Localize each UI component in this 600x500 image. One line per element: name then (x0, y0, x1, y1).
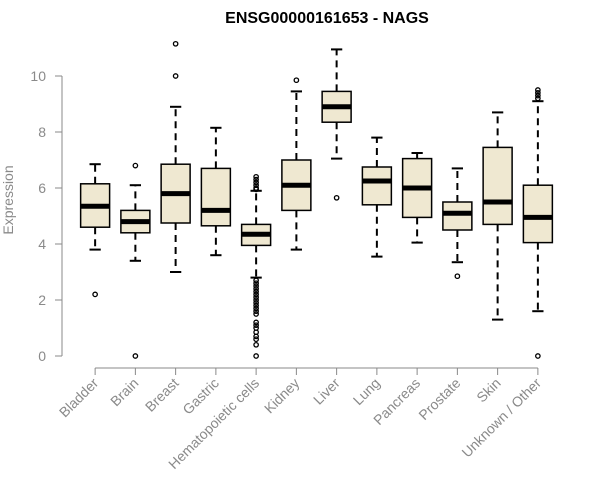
y-axis: 0 2 4 6 8 10 (30, 68, 63, 364)
outlier-point (253, 322, 259, 329)
outlier-point (535, 95, 541, 102)
y-tick-label: 4 (38, 236, 46, 252)
outlier-point (253, 341, 259, 348)
outlier-point (535, 92, 541, 99)
x-tick-label: Prostate (415, 375, 463, 423)
outlier-point (454, 273, 461, 280)
x-tick-label: Lung (350, 375, 383, 408)
iqr-box (200, 167, 232, 227)
outlier-point (253, 319, 259, 326)
y-tick-label: 0 (38, 348, 46, 364)
x-tick-label: Bladder (56, 375, 102, 421)
iqr-box (482, 146, 513, 226)
x-tick-label: Skin (473, 375, 504, 406)
outlier-point (253, 185, 259, 191)
box-kidney (281, 77, 312, 251)
outlier-point (253, 182, 259, 189)
outlier-point (253, 280, 259, 287)
iqr-box (522, 184, 554, 244)
box-brain (120, 162, 151, 359)
x-tick-label: Kidney (261, 375, 303, 417)
outlier-point (253, 308, 259, 315)
outlier-point (253, 179, 259, 186)
outlier-point (253, 353, 259, 359)
outlier-point (172, 73, 179, 79)
box-pancreas (401, 152, 433, 244)
box-unknown-other (522, 87, 554, 359)
outlier-point (333, 194, 340, 201)
outlier-point (253, 311, 259, 317)
outlier-point (132, 162, 139, 169)
box-bladder (79, 163, 111, 298)
outlier-point (253, 325, 259, 331)
outlier-point (253, 277, 259, 284)
box-breast (160, 40, 191, 273)
chart-title: ENSG00000161653 - NAGS (225, 10, 429, 27)
box-skin (482, 111, 513, 321)
outlier-point (253, 176, 259, 183)
outlier-point (253, 291, 259, 298)
box-liver (321, 48, 352, 201)
outlier-point (535, 89, 541, 96)
y-tick-label: 10 (30, 68, 46, 84)
iqr-box (442, 201, 473, 231)
box-gastric (200, 126, 232, 257)
outlier-point (535, 353, 541, 359)
box-lung (361, 136, 393, 258)
box-prostate (442, 167, 473, 280)
y-tick-label: 8 (38, 124, 46, 140)
outlier-point (172, 40, 179, 47)
outlier-point (253, 285, 259, 292)
outlier-point (253, 336, 259, 343)
outlier-point (253, 294, 259, 301)
outlier-point (253, 299, 259, 306)
y-tick-label: 6 (38, 180, 46, 196)
outlier-point (253, 297, 259, 303)
box-hematopoietic-cells (240, 173, 272, 359)
outlier-point (253, 305, 259, 312)
outlier-point (293, 77, 300, 84)
x-tick-label: Brain (107, 375, 141, 409)
outlier-point (253, 173, 259, 180)
y-tick-label: 2 (38, 292, 46, 308)
outlier-point (132, 353, 139, 359)
outlier-point (535, 87, 541, 93)
outlier-point (253, 283, 259, 289)
iqr-box (361, 166, 393, 206)
x-tick-label: Liver (310, 375, 343, 408)
outlier-point (253, 302, 259, 309)
boxes-layer (79, 40, 554, 359)
outlier-point (92, 291, 98, 298)
outlier-point (253, 288, 259, 295)
x-tick-label: Breast (142, 375, 182, 415)
y-axis-label: Expression (0, 165, 16, 234)
